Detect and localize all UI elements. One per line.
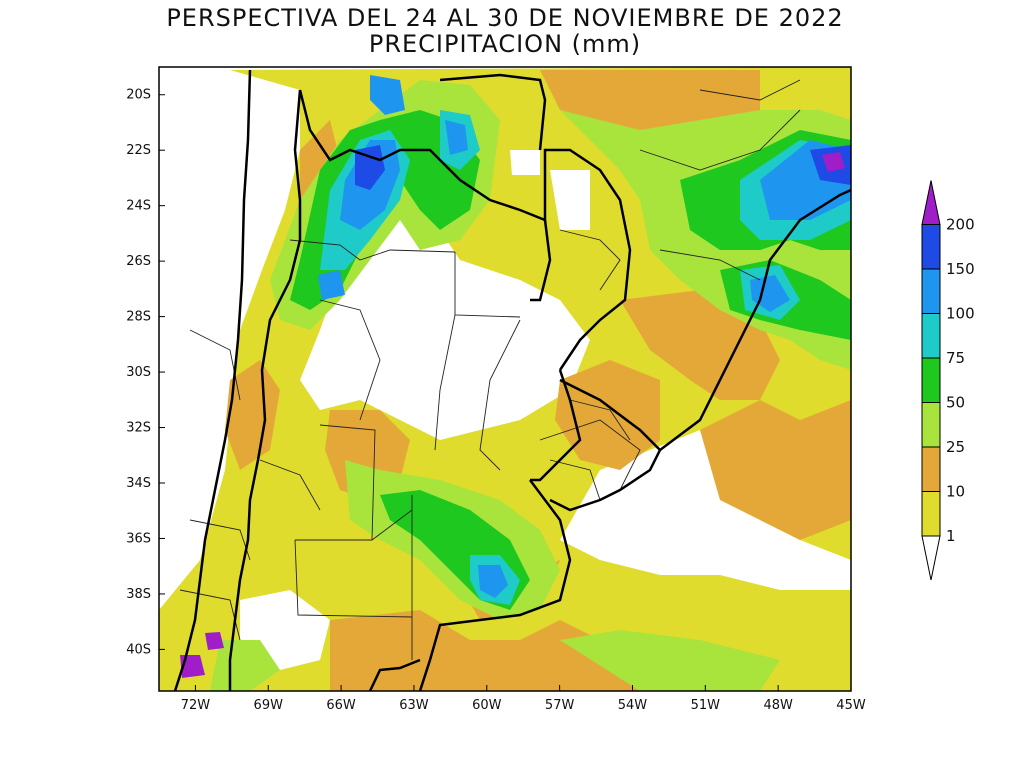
lat-tick-label: 34S	[126, 476, 151, 491]
latitude-axis: 20S 22S 24S 26S 28S 30S 32S 34S 36S 38S 40S	[126, 88, 165, 657]
colorbar-label: 200	[946, 216, 975, 234]
colorbar-label: 100	[946, 305, 975, 323]
lat-tick-label: 24S	[126, 199, 151, 214]
colorbar-segment	[921, 313, 941, 359]
lon-tick-label: 72W	[181, 698, 211, 713]
lon-tick-label: 54W	[618, 698, 648, 713]
colorbar-label: 50	[946, 394, 965, 412]
colorbar-legend: 1 10 25 50 75 100 150 200	[921, 180, 975, 581]
lon-tick-label: 66W	[326, 698, 356, 713]
colorbar-over-triangle	[921, 180, 941, 225]
lat-tick-label: 38S	[126, 587, 151, 602]
lat-tick-label: 22S	[126, 143, 151, 158]
colorbar-under-triangle	[921, 535, 941, 581]
lat-tick-label: 26S	[126, 254, 151, 269]
contour-200mm	[180, 152, 845, 678]
lon-tick-label: 63W	[399, 698, 429, 713]
map-frame	[158, 66, 852, 692]
lon-tick-label: 57W	[545, 698, 575, 713]
longitude-axis: 72W 69W 66W 63W 60W 57W 54W 51W 48W 45W	[181, 685, 866, 713]
colorbar-segment	[921, 357, 941, 403]
no-rain-areas	[160, 150, 851, 670]
lat-tick-label: 20S	[126, 88, 151, 103]
lon-tick-label: 69W	[254, 698, 284, 713]
lon-tick-label: 60W	[472, 698, 502, 713]
colorbar-segment	[921, 224, 941, 270]
precipitation-field	[159, 67, 851, 691]
colorbar-label: 1	[946, 527, 956, 545]
colorbar-label: 25	[946, 438, 965, 456]
lon-tick-label: 48W	[763, 698, 793, 713]
country-borders	[173, 69, 851, 691]
lat-tick-label: 28S	[126, 310, 151, 325]
lat-tick-label: 36S	[126, 531, 151, 546]
lat-tick-label: 30S	[126, 365, 151, 380]
lon-tick-label: 45W	[836, 698, 866, 713]
colorbar-label: 75	[946, 349, 965, 367]
lat-tick-label: 32S	[126, 421, 151, 436]
map-title: PERSPECTIVA DEL 24 AL 30 DE NOVIEMBRE DE…	[166, 4, 843, 32]
colorbar-segment	[921, 491, 941, 537]
colorbar-label: 150	[946, 260, 975, 278]
province-borders	[179, 79, 801, 660]
colorbar-segment	[921, 268, 941, 314]
map-subtitle: PRECIPITACION (mm)	[369, 30, 641, 58]
colorbar-label: 10	[946, 483, 965, 501]
lat-tick-label: 40S	[126, 642, 151, 657]
lon-tick-label: 51W	[691, 698, 721, 713]
colorbar-segment	[921, 446, 941, 492]
colorbar-segment	[921, 402, 941, 448]
